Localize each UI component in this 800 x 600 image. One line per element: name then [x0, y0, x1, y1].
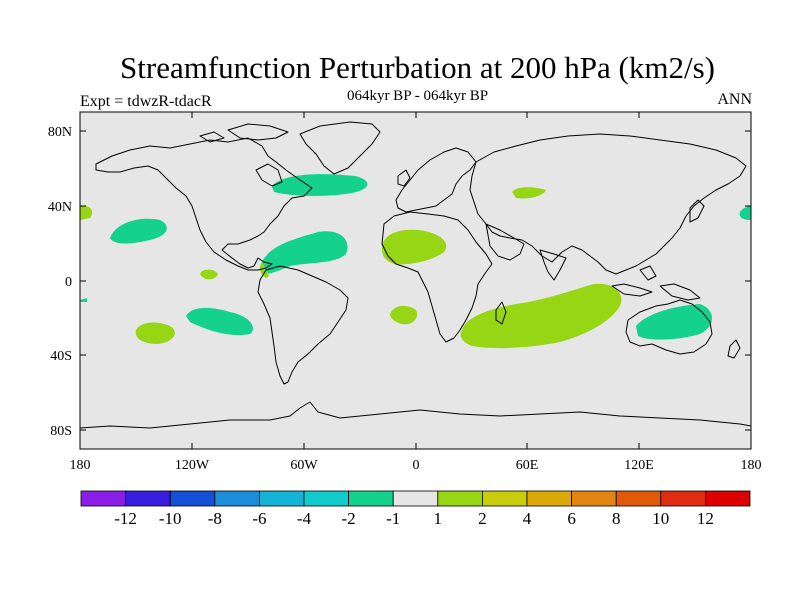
- positive-anomaly-regions: [80, 187, 622, 349]
- colorbar-tick-label: 10: [652, 509, 669, 528]
- colorbar-tick-label: 4: [523, 509, 532, 528]
- colorbar-swatch: [615, 490, 662, 507]
- coast-europe: [395, 147, 477, 213]
- lon-label-60w: 60W: [290, 458, 318, 473]
- colorbar-swatch: [705, 490, 751, 507]
- negative-anomaly-regions: [80, 174, 751, 340]
- coast-india: [539, 249, 567, 281]
- colorbar-tick-label: -2: [342, 509, 356, 528]
- negative-anomaly-n-atlantic: [272, 174, 368, 196]
- positive-anomaly-pacific-south: [259, 262, 269, 278]
- map-panel: [80, 112, 751, 449]
- lat-tick-labels: 80N 40N 0 40S 80S: [48, 125, 72, 439]
- coast-north-america: [95, 137, 313, 271]
- colorbar-tick-label: 6: [567, 509, 576, 528]
- lon-label-180e: 180: [741, 458, 762, 473]
- lon-ticks: [79, 112, 640, 449]
- negative-anomaly-east-edge: [739, 206, 751, 220]
- lat-label-40n: 40N: [48, 200, 72, 215]
- lon-label-120e: 120E: [624, 458, 654, 473]
- coast-antarctica: [79, 401, 752, 429]
- lon-label-60e: 60E: [516, 458, 539, 473]
- colorbar-swatch: [80, 490, 126, 507]
- colorbar: [80, 490, 751, 507]
- season-label: ANN: [717, 91, 752, 108]
- coast-madagascar: [495, 301, 507, 325]
- coast-new-zealand: [727, 339, 741, 359]
- coast-africa: [381, 211, 493, 343]
- positive-anomaly-caspian: [512, 187, 546, 199]
- colorbar-swatch: [660, 490, 706, 507]
- colorbar-tick-label: 2: [478, 509, 487, 528]
- positive-anomaly-west-edge: [80, 205, 93, 220]
- lon-label-120w: 120W: [175, 458, 210, 473]
- colorbar-swatch: [258, 490, 305, 507]
- colorbar-swatch: [214, 490, 260, 507]
- coast-hudson-bay: [255, 163, 283, 187]
- colorbar-tick-label: -8: [208, 509, 222, 528]
- colorbar-swatch: [571, 490, 617, 507]
- lat-label-80s: 80S: [50, 424, 72, 439]
- negative-anomaly-s-pacific: [186, 307, 254, 336]
- colorbar-swatch: [169, 490, 216, 507]
- colorbar-tick-label: 1: [434, 509, 443, 528]
- coastlines: [79, 121, 752, 429]
- colorbar-swatch: [481, 490, 528, 507]
- positive-anomaly-se-pacific: [135, 322, 175, 344]
- lat-label-40s: 40S: [50, 349, 72, 364]
- lat-ticks: [80, 130, 751, 431]
- colorbar-swatch: [125, 490, 171, 507]
- coast-arctic-islands: [199, 123, 289, 143]
- positive-anomaly-e-pacific: [200, 269, 218, 280]
- colorbar-swatch: [303, 490, 349, 507]
- lat-label-0: 0: [65, 275, 72, 290]
- lon-label-0: 0: [413, 458, 420, 473]
- coast-arabia: [485, 223, 525, 261]
- colorbar-tick-label: 8: [612, 509, 621, 528]
- colorbar-labels: -12 -10 -8 -6 -4 -2 -1 1 2 4 6 8 10 12: [114, 509, 714, 528]
- colorbar-swatch: [348, 490, 394, 507]
- positive-anomaly-s-atlantic: [390, 305, 418, 325]
- map-subtitle: 064kyr BP - 064kyr BP: [346, 88, 489, 104]
- negative-anomaly-australia: [636, 304, 712, 340]
- colorbar-tick-label: -1: [386, 509, 400, 528]
- negative-anomaly-atlantic: [260, 231, 348, 274]
- lon-tick-labels: 180 120W 60W 0 60E 120E 180: [70, 458, 762, 473]
- coast-greenland: [299, 121, 381, 175]
- colorbar-tick-label: -10: [159, 509, 182, 528]
- positive-anomaly-w-africa: [382, 229, 447, 265]
- lat-label-80n: 80N: [48, 125, 72, 140]
- coast-se-asia-islands: [611, 265, 701, 301]
- coast-japan: [689, 199, 705, 223]
- colorbar-swatch: [526, 490, 572, 507]
- lon-label-180w: 180: [70, 458, 91, 473]
- colorbar-swatch: [392, 490, 439, 507]
- colorbar-swatch: [437, 490, 483, 507]
- positive-anomaly-indian-ocean: [460, 283, 622, 349]
- coast-asia: [469, 133, 747, 275]
- map-title: Streamfunction Perturbation at 200 hPa (…: [120, 50, 715, 85]
- coast-british-isles: [397, 169, 411, 187]
- colorbar-tick-label: -6: [252, 509, 266, 528]
- coast-australia: [625, 299, 713, 355]
- colorbar-tick-label: -4: [297, 509, 312, 528]
- coast-south-america: [257, 265, 349, 385]
- negative-anomaly-west-edge: [80, 298, 87, 302]
- colorbar-tick-label: 12: [697, 509, 714, 528]
- colorbar-tick-label: -12: [114, 509, 137, 528]
- negative-anomaly-n-pacific: [110, 218, 167, 244]
- experiment-label: Expt = tdwzR-tdacR: [80, 93, 212, 110]
